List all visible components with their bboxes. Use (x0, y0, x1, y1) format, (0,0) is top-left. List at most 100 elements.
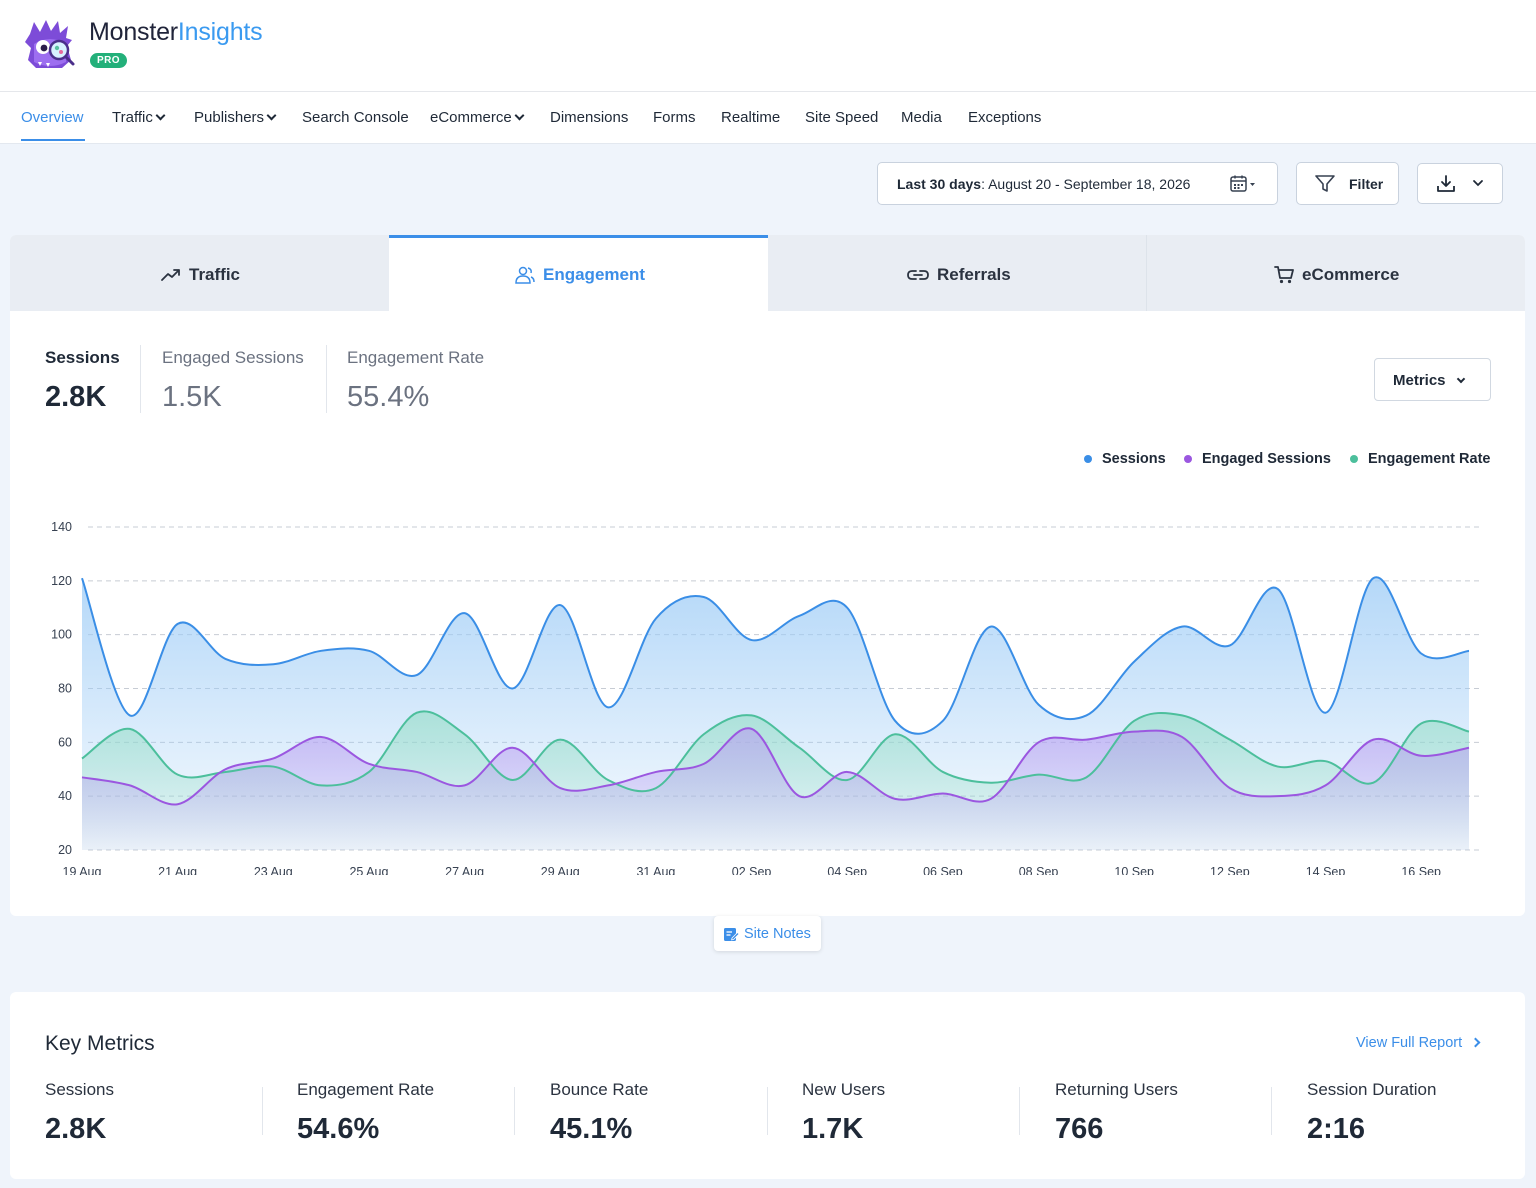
stat-value: 55.4% (347, 381, 430, 413)
metric-label: New Users (802, 1080, 886, 1099)
nav-search-console[interactable]: Search Console (302, 109, 409, 126)
metric-value: 54.6% (297, 1113, 380, 1145)
metric-divider (262, 1087, 263, 1135)
x-tick-label: 16 Sep (1401, 865, 1441, 875)
metric-engagement-rate: Engagement Rate 54.6% (297, 1080, 434, 1146)
x-tick-label: 12 Sep (1210, 865, 1250, 875)
nav-site-speed[interactable]: Site Speed (805, 109, 879, 126)
tab-traffic[interactable]: Traffic (10, 235, 389, 311)
metric-divider (1019, 1087, 1020, 1135)
y-tick-label: 120 (51, 574, 72, 588)
tab-label: eCommerce (1302, 265, 1400, 284)
calendar-icon (1230, 175, 1255, 192)
pro-badge: PRO (90, 53, 127, 68)
trending-up-icon (161, 269, 180, 281)
x-tick-label: 04 Sep (827, 865, 867, 875)
y-tick-label: 140 (51, 520, 72, 534)
nav-dimensions[interactable]: Dimensions (550, 109, 629, 126)
nav-forms[interactable]: Forms (653, 109, 696, 126)
date-range-picker[interactable]: Last 30 days: August 20 - September 18, … (877, 162, 1278, 205)
x-tick-label: 08 Sep (1019, 865, 1059, 875)
report-tabs: Traffic Engagement Referrals eCommerce (10, 235, 1525, 311)
metric-divider (767, 1087, 768, 1135)
engaged-sessions-line (81, 727, 1470, 806)
stat-sessions[interactable]: Sessions 2.8K (45, 348, 120, 414)
x-tick-label: 31 Aug (636, 865, 675, 875)
tab-label: Traffic (189, 265, 241, 284)
stat-engagement-rate[interactable]: Engagement Rate 55.4% (347, 348, 484, 414)
stat-engaged-sessions[interactable]: Engaged Sessions 1.5K (162, 348, 304, 414)
tab-divider (1146, 235, 1147, 311)
stat-label: Sessions (45, 348, 120, 367)
nav-ecommerce[interactable]: eCommerce (430, 109, 525, 126)
legend-engaged-sessions[interactable]: Engaged Sessions (1184, 451, 1331, 467)
x-tick-label: 25 Aug (349, 865, 388, 875)
filter-button[interactable]: Filter (1296, 162, 1399, 205)
x-tick-label: 10 Sep (1114, 865, 1154, 875)
nav-realtime[interactable]: Realtime (721, 109, 781, 126)
filter-icon (1315, 175, 1335, 192)
stat-value: 2.8K (45, 381, 107, 413)
metrics-dropdown[interactable]: Metrics (1374, 358, 1491, 401)
metric-label: Engagement Rate (297, 1080, 435, 1099)
link-icon (907, 270, 929, 280)
metric-label: Session Duration (1307, 1080, 1437, 1099)
legend-dot (1084, 455, 1092, 463)
site-notes-button[interactable]: Site Notes (714, 916, 821, 951)
metric-label: Bounce Rate (550, 1080, 649, 1099)
nav-publishers[interactable]: Publishers (194, 109, 277, 126)
nav-overview[interactable]: Overview (21, 109, 84, 126)
stat-label: Engaged Sessions (162, 348, 304, 367)
note-edit-icon (724, 928, 739, 941)
tab-referrals[interactable]: Referrals (768, 235, 1146, 311)
metric-session-duration: Session Duration 2:16 (1307, 1080, 1436, 1146)
stat-divider (140, 345, 141, 413)
legend-engagement-rate[interactable]: Engagement Rate (1350, 451, 1490, 467)
cart-icon (1274, 266, 1294, 284)
metric-label: Sessions (45, 1080, 114, 1099)
legend-sessions[interactable]: Sessions (1084, 451, 1166, 467)
tab-engagement[interactable]: Engagement (389, 235, 768, 311)
x-tick-label: 19 Aug (63, 865, 102, 875)
stat-label: Engagement Rate (347, 348, 485, 367)
engagement-rate-line (81, 710, 1470, 793)
x-tick-label: 06 Sep (923, 865, 963, 875)
metric-returning-users: Returning Users 766 (1055, 1080, 1178, 1146)
nav-media[interactable]: Media (901, 109, 942, 126)
metric-new-users: New Users 1.7K (802, 1080, 885, 1146)
engagement-chart: 140 120 100 80 60 40 20 19 Aug 21 Aug 23 Aug 25 Au… (51, 520, 1479, 875)
view-full-report-link[interactable]: View Full Report (1356, 1035, 1481, 1051)
metric-label: Returning Users (1055, 1080, 1178, 1099)
legend-label: Engaged Sessions (1202, 451, 1331, 467)
y-tick-label: 20 (58, 843, 72, 857)
link-label: View Full Report (1356, 1035, 1463, 1051)
engaged-sessions-area (82, 728, 1469, 850)
nav-traffic[interactable]: Traffic (112, 109, 166, 126)
chevron-down-icon (1473, 180, 1483, 187)
metric-divider (514, 1087, 515, 1135)
nav-exceptions[interactable]: Exceptions (968, 109, 1042, 126)
legend-dot (1184, 455, 1192, 463)
sessions-line (81, 576, 1470, 735)
monster-mascot-logo[interactable] (22, 18, 78, 72)
x-tick-label: 23 Aug (254, 865, 293, 875)
chevron-down-icon (1456, 374, 1465, 384)
tab-ecommerce[interactable]: eCommerce (1147, 235, 1525, 311)
legend-label: Engagement Rate (1368, 451, 1491, 467)
stat-divider (326, 345, 327, 413)
chevron-right-icon (1470, 1037, 1481, 1048)
metric-sessions: Sessions 2.8K (45, 1080, 114, 1146)
chevron-down-icon (155, 110, 166, 121)
metric-value: 2:16 (1307, 1113, 1366, 1145)
legend-label: Sessions (1102, 451, 1166, 467)
x-tick-label: 14 Sep (1306, 865, 1346, 875)
download-button[interactable] (1417, 163, 1503, 204)
chevron-down-icon (266, 110, 277, 121)
metric-value: 1.7K (802, 1113, 864, 1145)
date-range-value: : August 20 - September 18, 2026 (981, 176, 1191, 192)
y-tick-label: 100 (51, 628, 72, 642)
brand-name: MonsterInsights (89, 18, 263, 46)
y-tick-label: 60 (58, 735, 72, 749)
key-metrics-card: Key Metrics View Full Report Sessions 2.… (10, 992, 1525, 1179)
site-notes-label: Site Notes (744, 926, 811, 942)
